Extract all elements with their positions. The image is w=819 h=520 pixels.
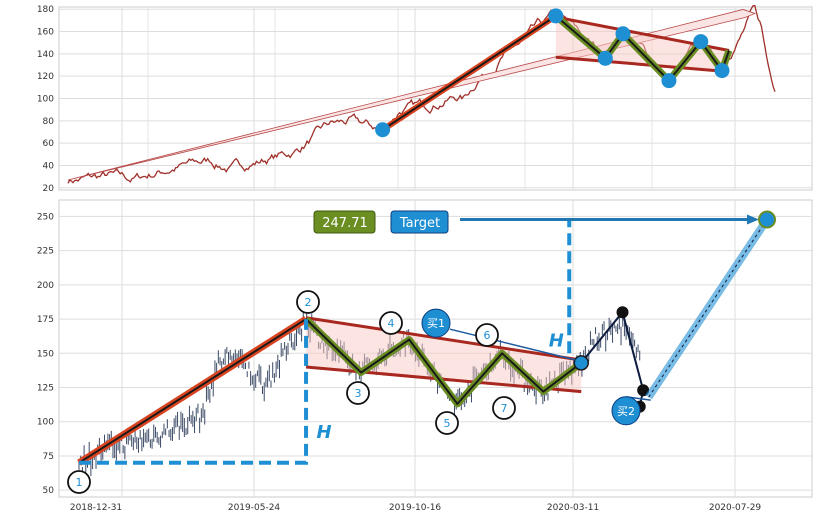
bottom-ytick-250: 250 — [37, 212, 54, 222]
bottom-ytick-50: 50 — [43, 486, 55, 496]
bottom-ytick-200: 200 — [37, 281, 54, 291]
buy2-marker — [611, 396, 641, 426]
bottom-xtick-3: 2020-03-11 — [547, 503, 599, 513]
target-label-box — [390, 210, 449, 234]
bottom-rally-core — [78, 318, 307, 464]
top-marker-3 — [615, 26, 631, 42]
target-label-text: Target — [399, 216, 440, 231]
buy1-label: 买1 — [427, 317, 445, 330]
point-label-5: 5 — [444, 417, 451, 430]
bottom-channel-fill — [306, 317, 582, 392]
target-value-text: 247.71 — [322, 216, 368, 231]
top-channel-lower — [555, 55, 730, 74]
point-label-4: 4 — [388, 317, 395, 330]
bottom-ytick-100: 100 — [37, 418, 54, 428]
buy1-pointer — [449, 328, 576, 361]
top-ytick-20: 20 — [43, 184, 55, 194]
post-breakout-dot-0 — [616, 306, 629, 319]
bottom-ytick-150: 150 — [37, 349, 54, 359]
height-label-left: H — [317, 422, 332, 443]
top-ytick-80: 80 — [43, 117, 55, 127]
bottom-xtick-1: 2019-05-24 — [228, 503, 281, 513]
height-bracket-left — [79, 319, 309, 465]
point-label-2: 2 — [305, 296, 312, 309]
top-ytick-160: 160 — [37, 28, 54, 38]
top-ytick-40: 40 — [43, 161, 55, 171]
top-marker-5 — [693, 34, 709, 50]
target-value-box — [313, 210, 376, 234]
target-arrowhead — [747, 214, 759, 225]
buy1-marker — [421, 308, 451, 338]
top-ytick-100: 100 — [37, 95, 54, 105]
point-label-circle-3 — [346, 381, 370, 405]
point-label-circle-7 — [492, 396, 516, 420]
bottom-xtick-0: 2018-12-31 — [70, 503, 122, 513]
bottom-ytick-125: 125 — [37, 384, 54, 394]
top-marker-6 — [714, 63, 730, 79]
top-ytick-180: 180 — [37, 5, 54, 15]
target-marker — [758, 210, 776, 229]
bottom-ytick-175: 175 — [37, 315, 54, 325]
bottom-ytick-75: 75 — [43, 452, 54, 462]
bottom-xtick-2: 2019-10-16 — [389, 503, 442, 513]
bottom-channel-upper — [305, 316, 582, 362]
point-label-3: 3 — [355, 387, 362, 400]
bottom-ytick-225: 225 — [37, 247, 54, 257]
top-ytick-60: 60 — [43, 139, 55, 149]
top-marker-0 — [375, 122, 391, 138]
point-label-6: 6 — [484, 329, 491, 342]
breakout-marker — [573, 355, 589, 371]
top-ytick-120: 120 — [37, 72, 54, 82]
bottom-zigzag-core — [305, 318, 582, 405]
height-label-right: H — [549, 330, 564, 351]
bottom-xtick-4: 2020-07-29 — [709, 503, 762, 513]
point-label-circle-6 — [475, 323, 499, 347]
top-marker-1 — [548, 8, 564, 24]
buy2-label: 买2 — [617, 405, 635, 418]
post-breakout-dot-1 — [637, 384, 650, 397]
top-marker-2 — [597, 50, 613, 66]
point-label-circle-4 — [379, 311, 403, 335]
point-label-circle-2 — [296, 290, 320, 314]
top-marker-4 — [661, 73, 677, 89]
point-label-circle-1 — [67, 470, 91, 494]
point-label-7: 7 — [501, 402, 508, 415]
point-label-circle-5 — [435, 411, 459, 435]
point-label-1: 1 — [76, 476, 83, 489]
target-projection-band — [645, 217, 771, 400]
top-rally-core — [382, 15, 557, 131]
top-ytick-140: 140 — [37, 50, 54, 60]
